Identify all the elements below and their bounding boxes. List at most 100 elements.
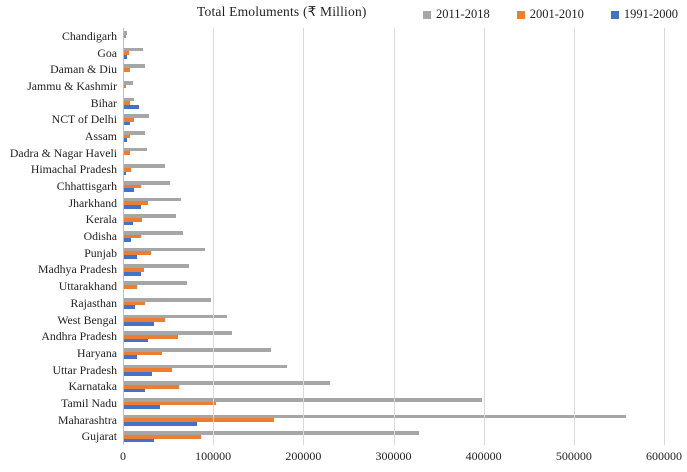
category-label: Madhya Pradesh [38,262,117,277]
bar-1991-2000 [123,255,137,259]
category-label: West Bengal [57,312,117,327]
bar-2001-2010 [123,151,131,155]
bar-group [123,228,664,245]
category-label: Jammu & Kashmir [27,78,117,93]
category-label: Uttar Pradesh [52,362,117,377]
category-label: Himachal Pradesh [30,162,117,177]
bar-2001-2010 [123,168,131,172]
bar-1991-2000 [123,355,138,359]
bar-1991-2000 [123,321,154,326]
bar-2011-2018 [123,397,482,402]
value-axis-tick-label: 500000 [555,449,592,463]
category-label: Tamil Nadu [61,395,117,410]
value-axis-tick-label: 100000 [195,449,232,463]
bar-2001-2010 [123,34,126,39]
bar-2001-2010 [123,251,151,256]
bar-1991-2000 [123,405,160,409]
category-label: Maharashtra [58,412,117,427]
category-label: Odisha [83,229,117,244]
bar-1991-2000 [123,138,127,142]
bar-group [123,128,664,145]
chart-title: Total Emoluments (₹ Million) [197,4,367,19]
legend-label-2001-2010: 2001-2010 [529,7,584,21]
legend: 2011-2018 2001-2010 1991-2000 [423,7,678,22]
bar-1991-2000 [123,338,148,343]
category-label: Assam [84,128,117,143]
legend-label-1991-2000: 1991-2000 [623,7,679,21]
bar-group [123,95,664,112]
legend-swatch-2001-2010 [516,10,525,19]
bar-group [123,262,664,279]
gridline [664,28,665,445]
bar-2011-2018 [123,164,166,168]
bar-2001-2010 [123,401,216,406]
bar-2001-2010 [123,284,137,289]
bar-1991-2000 [123,221,134,226]
bar-2011-2018 [123,30,127,35]
category-label: Goa [97,45,117,60]
bar-2001-2010 [123,184,141,189]
bar-2001-2010 [123,234,141,239]
bar-group [123,295,664,312]
bar-2001-2010 [123,351,162,356]
bar-2011-2018 [123,347,271,352]
bar-group [123,328,664,345]
category-label: Bihar [90,95,117,110]
bar-2011-2018 [123,231,183,235]
legend-swatch-1991-2000 [610,10,619,19]
bar-2011-2018 [123,197,181,202]
bar-2011-2018 [123,97,134,102]
bar-2001-2010 [123,435,201,439]
gridline [303,28,305,445]
plot-area [123,28,665,445]
bar-group [123,412,664,429]
bar-1991-2000 [123,104,140,109]
legend-item-2001-2010: 2001-2010 [516,7,584,22]
value-axis: 0 100000 200000 300000 400000 500000 600000 [120,449,682,465]
bar-1991-2000 [123,422,197,426]
bar-group [123,195,664,212]
bar-1991-2000 [123,271,141,276]
category-label: Karnataka [68,379,117,394]
category-label: Daman & Diu [50,62,117,77]
bar-2001-2010 [123,368,172,372]
gridline [483,28,485,445]
legend-item-1991-2000: 1991-2000 [610,7,679,22]
category-label: Uttarakhand [58,279,117,294]
category-label: Kerala [85,212,117,227]
bar-2011-2018 [123,47,144,52]
bar-2011-2018 [123,147,147,152]
category-axis-line [123,28,124,445]
bar-2011-2018 [123,297,212,302]
bar-1991-2000 [123,205,142,209]
bar-1991-2000 [123,54,128,59]
category-axis: Chandigarh Goa Daman & Diu Jammu & Kashmir B… [0,28,117,445]
bar-2001-2010 [123,301,145,306]
legend-item-2011-2018: 2011-2018 [423,7,490,22]
bar-2011-2018 [123,130,145,135]
category-label: NCT of Delhi [51,112,117,127]
value-axis-tick-label: 400000 [465,449,502,463]
bar-rows [123,28,664,445]
category-label: Gujarat [81,429,117,444]
bar-1991-2000 [123,305,135,309]
bar-1991-2000 [123,171,127,176]
bar-2001-2010 [123,318,166,322]
bar-2011-2018 [123,181,170,185]
bar-2011-2018 [123,314,227,319]
bar-group [123,395,664,412]
bar-2001-2010 [123,84,126,89]
bar-2011-2018 [123,281,188,285]
bar-2001-2010 [123,268,145,272]
bar-2001-2010 [123,51,130,55]
value-axis-tick-label: 0 [120,449,126,463]
bar-2011-2018 [123,414,627,419]
bar-2011-2018 [123,114,150,118]
bar-2011-2018 [123,64,145,68]
value-axis-tick-label: 200000 [285,449,322,463]
bar-group [123,429,664,446]
category-label: Andhra Pradesh [41,329,117,344]
bar-group [123,111,664,128]
bar-group [123,312,664,329]
